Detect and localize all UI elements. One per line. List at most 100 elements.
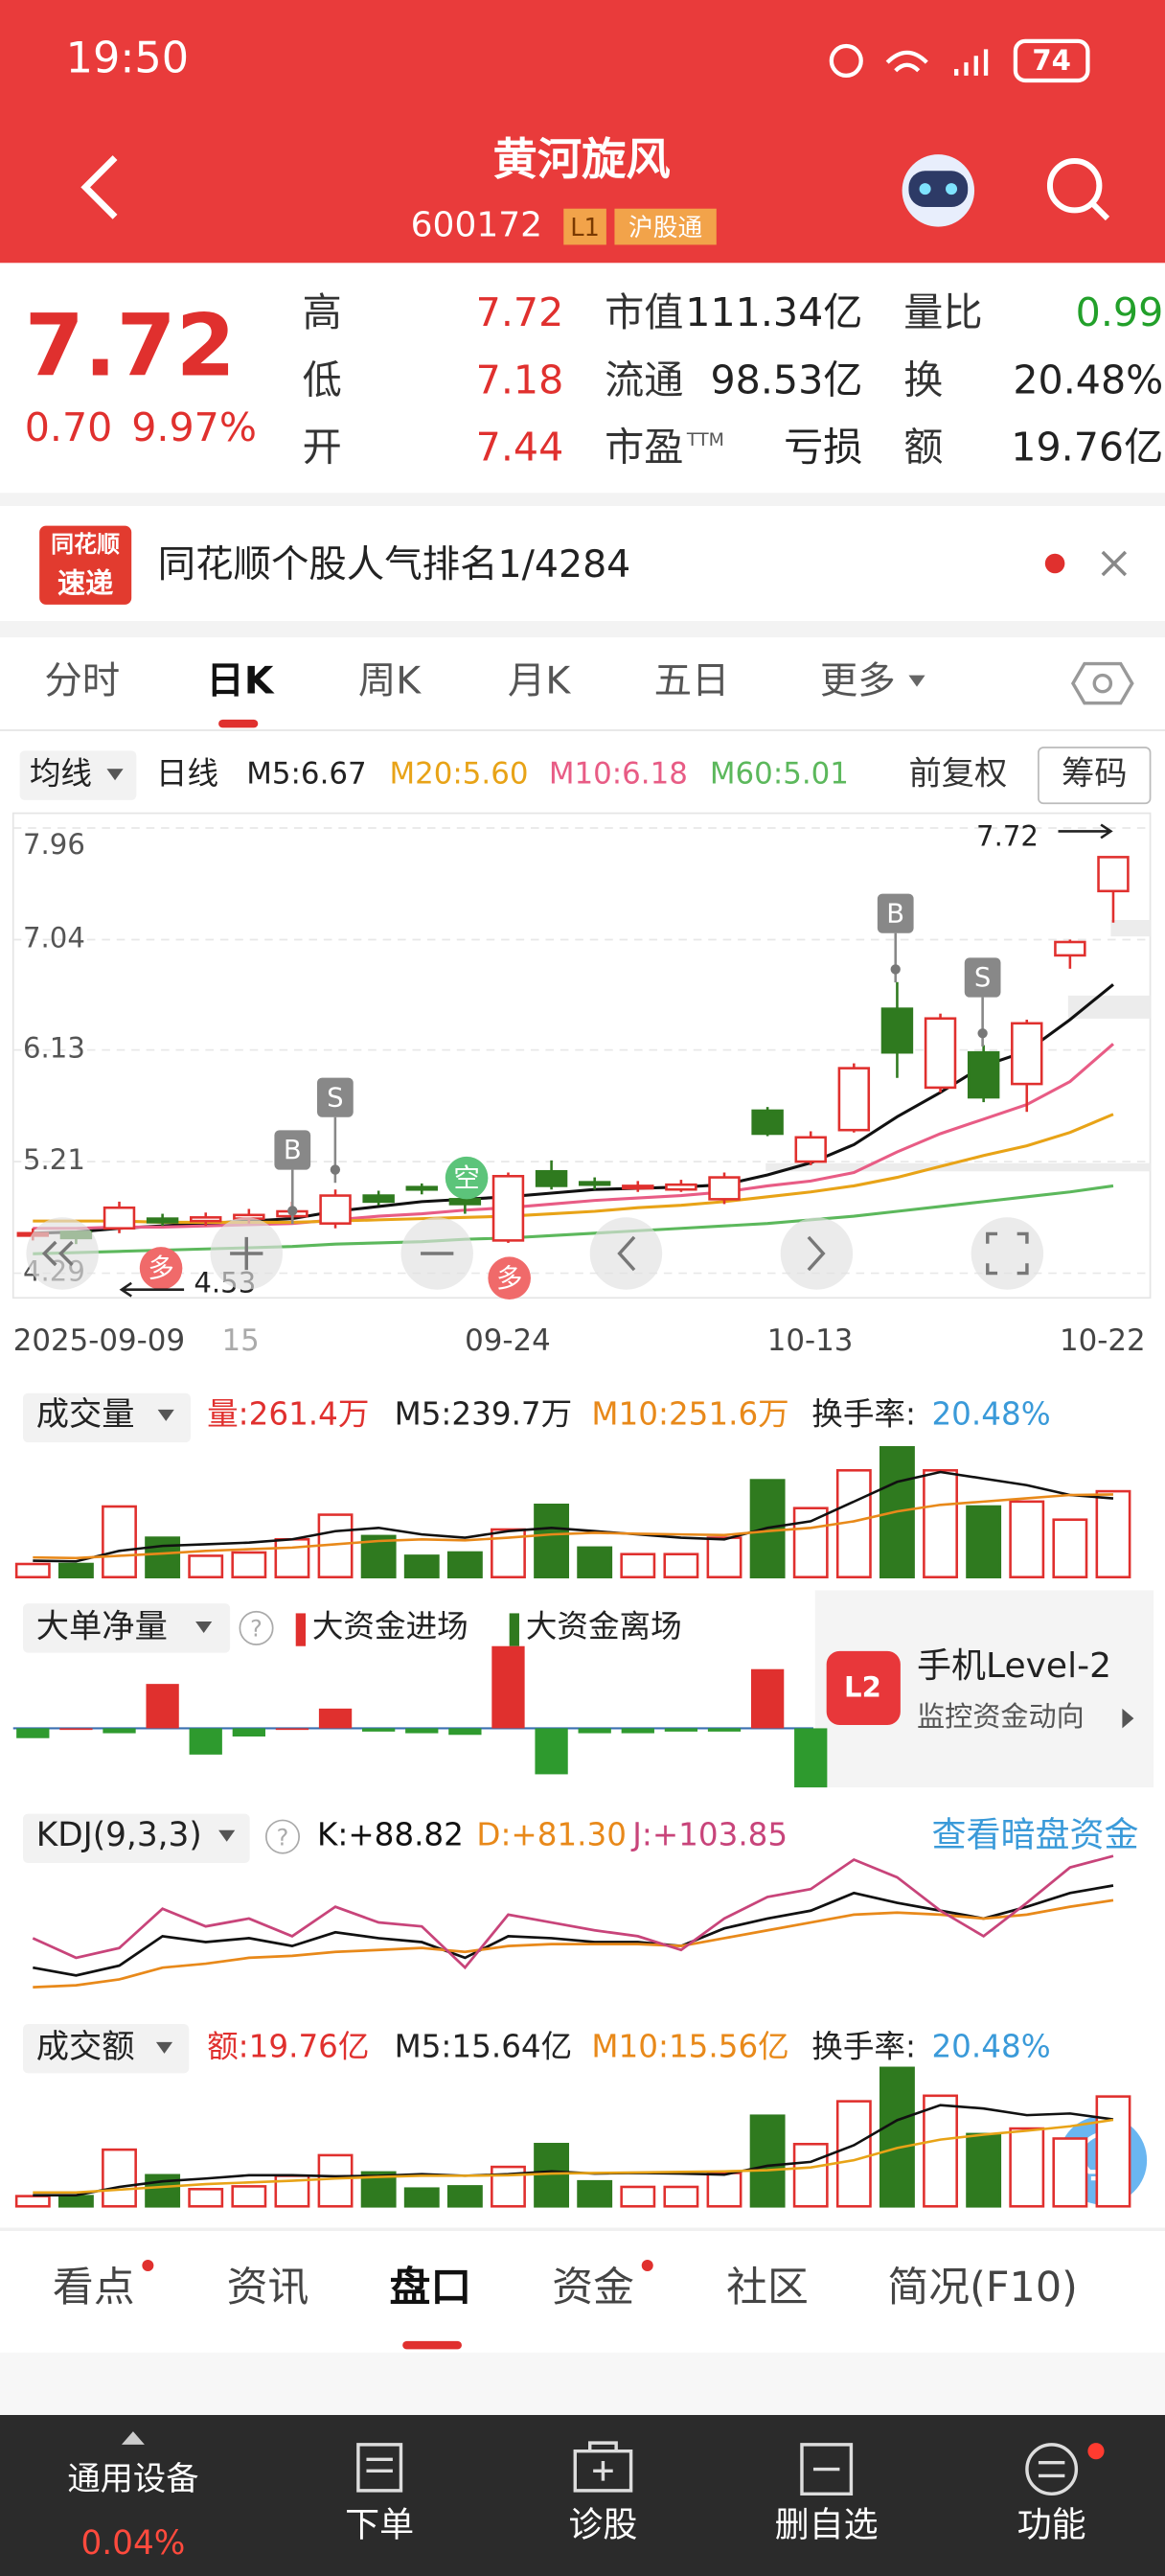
detail-tab[interactable]: 社区: [726, 2264, 809, 2312]
ma-selector-bg[interactable]: [19, 750, 137, 800]
detail-tab[interactable]: 资金: [552, 2264, 634, 2312]
quote-value: 7.18: [476, 356, 564, 402]
bar: [14, 2195, 51, 2208]
candle-body: [1054, 940, 1086, 957]
ad-subtitle[interactable]: 监控资金动向: [917, 1700, 1085, 1733]
period-tab[interactable]: 周K: [358, 659, 422, 703]
nav-item[interactable]: 功能: [1017, 2506, 1086, 2545]
turnover-label: 换手率:: [811, 2029, 916, 2065]
quote-label-sup: TTM: [686, 429, 724, 450]
expand-arrow[interactable]: [121, 2431, 145, 2445]
marker-bg: [139, 1247, 183, 1290]
marker-dot: [890, 964, 901, 975]
signal-icon: [954, 49, 989, 76]
banner-logo: [39, 525, 132, 605]
detail-tab[interactable]: 看点: [53, 2264, 135, 2312]
nav-item[interactable]: 删自选: [775, 2506, 879, 2545]
panel-selector[interactable]: 成交额: [36, 2028, 135, 2066]
volume-selector-bg[interactable]: [23, 1392, 191, 1443]
nav-item[interactable]: 下单: [345, 2506, 414, 2545]
turnover-label: 换手率:: [811, 1396, 916, 1433]
robot-eye: [919, 183, 931, 196]
period-tab[interactable]: 分时: [44, 659, 120, 703]
x-tick-label: 10-22: [1060, 1323, 1146, 1358]
banner-text: 同花顺个股人气排名1/4284: [158, 542, 631, 586]
nav-icons: [356, 2441, 1079, 2496]
marker-bg: [964, 957, 1001, 998]
ad-icon: L2: [844, 1670, 881, 1703]
remove-icon: [800, 2443, 854, 2496]
tab-dot: [142, 2260, 154, 2271]
bar: [577, 2179, 613, 2208]
bar: [189, 1728, 222, 1755]
period-label: 日线: [156, 755, 218, 792]
amount-selector-bg[interactable]: [23, 2024, 190, 2074]
dropdown-arrow: [908, 675, 925, 687]
panel-selector[interactable]: KDJ(9,3,3): [36, 1816, 202, 1854]
chart-control[interactable]: [780, 1217, 854, 1290]
y-tick-label: 5.21: [23, 1143, 85, 1176]
chips-button[interactable]: [1038, 747, 1152, 805]
period-tab[interactable]: 月K: [508, 659, 571, 703]
settings-button[interactable]: [1070, 661, 1134, 705]
close-button[interactable]: [1101, 550, 1128, 577]
quote-label: 市值: [605, 289, 683, 335]
bar: [317, 1513, 354, 1578]
detail-tab[interactable]: 盘口: [389, 2264, 471, 2312]
price-change: 0.70: [25, 404, 113, 450]
search-button[interactable]: [1046, 157, 1110, 221]
bar: [448, 1728, 482, 1736]
panel-selector[interactable]: 大单净量: [36, 1607, 168, 1645]
marker-bg: [488, 1256, 531, 1300]
panel-value-label: 量:261.4万: [207, 1396, 369, 1433]
panel-selector[interactable]: 成交量: [36, 1395, 135, 1434]
ad-title[interactable]: 手机Level-2: [917, 1646, 1111, 1686]
chart-control[interactable]: [971, 1217, 1044, 1290]
panel-value-label: M10:251.6万: [591, 1396, 788, 1433]
bar: [1052, 1518, 1088, 1578]
nav-item[interactable]: 诊股: [568, 2506, 637, 2545]
back-button[interactable]: [80, 155, 118, 219]
bar: [620, 1552, 656, 1578]
ma-line: [33, 1493, 1113, 1560]
price-change-pct: 9.97%: [131, 404, 257, 450]
sector-name[interactable]: 通用设备: [67, 2460, 198, 2498]
marker-bg: [877, 893, 914, 933]
robot-icon[interactable]: [902, 154, 975, 227]
kdj-selector-bg[interactable]: [23, 1813, 250, 1863]
dark-pool-link[interactable]: 查看暗盘资金: [931, 1816, 1138, 1855]
function-lines: [1038, 2461, 1065, 2478]
period-tab[interactable]: 更多: [820, 659, 896, 703]
marker-bg: [274, 1130, 311, 1170]
ma-line: [33, 1043, 1114, 1230]
candle-body: [146, 1217, 179, 1224]
chips-button-label[interactable]: 筹码: [1062, 755, 1128, 794]
bar: [923, 1469, 958, 1578]
chart-control-icon: [41, 1240, 74, 1267]
help-icon[interactable]: [239, 1610, 274, 1645]
bar: [620, 2185, 656, 2208]
period-tab[interactable]: 日K: [206, 659, 274, 703]
x-tick-label: 09-24: [465, 1323, 551, 1358]
quote-label: 换: [903, 356, 943, 402]
detail-tab[interactable]: 资讯: [227, 2264, 309, 2312]
detail-tab[interactable]: 简况(F10): [887, 2264, 1077, 2312]
tab-underline: [402, 2340, 462, 2350]
help-icon[interactable]: [264, 1819, 301, 1854]
kdj-label: D:+81.30: [476, 1817, 627, 1853]
ma-selector[interactable]: 均线: [30, 755, 92, 792]
bar: [57, 2195, 94, 2208]
period-tab[interactable]: 五日: [654, 659, 730, 703]
tab-dot: [641, 2260, 653, 2271]
ma-label: M5:6.67: [246, 757, 366, 792]
stock-name: 黄河旋风: [493, 133, 671, 185]
chart-control-icon: [617, 1235, 636, 1272]
candle-body: [837, 1067, 871, 1132]
adjust-button[interactable]: 前复权: [908, 755, 1007, 794]
ad-arrow: [1122, 1708, 1134, 1729]
dropdown-arrow: [218, 1829, 236, 1842]
chart-control[interactable]: [589, 1217, 663, 1290]
y-tick-label: 6.13: [23, 1032, 85, 1065]
bigorder-selector-bg[interactable]: [23, 1603, 231, 1653]
